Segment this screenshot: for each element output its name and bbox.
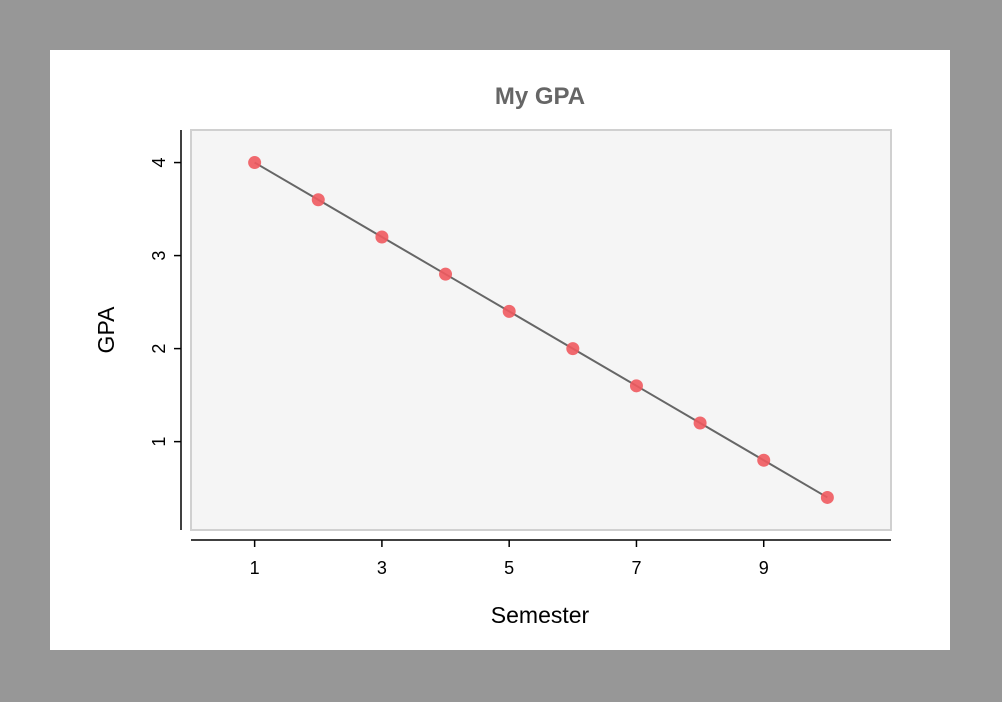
data-point <box>757 453 771 467</box>
data-point <box>820 490 834 504</box>
y-tick-label: 1 <box>149 437 169 447</box>
chart-card: My GPA 1 2 3 4 1 3 5 7 9 Semester GPA <box>50 50 950 650</box>
x-tick-label: 3 <box>377 558 387 578</box>
data-point <box>502 304 516 318</box>
data-point <box>248 156 262 170</box>
data-point <box>375 230 389 244</box>
gpa-chart: My GPA 1 2 3 4 1 3 5 7 9 Semester GPA <box>93 83 892 628</box>
y-tick-label: 4 <box>149 158 169 168</box>
marker-layer <box>248 156 834 504</box>
data-point <box>566 342 580 356</box>
data-point <box>693 416 707 430</box>
x-tick-label: 9 <box>759 558 769 578</box>
data-point <box>439 267 453 281</box>
y-tick-label: 3 <box>149 251 169 261</box>
y-axis-label: GPA <box>93 306 119 354</box>
data-point <box>629 379 643 393</box>
x-tick-label: 5 <box>504 558 514 578</box>
x-ticks: 1 3 5 7 9 <box>250 540 769 578</box>
x-tick-label: 7 <box>631 558 641 578</box>
chart-title: My GPA <box>495 83 585 110</box>
series-line <box>254 161 828 499</box>
data-point <box>311 193 325 207</box>
series-layer <box>254 161 828 499</box>
x-tick-label: 1 <box>250 558 260 578</box>
y-tick-label: 2 <box>149 344 169 354</box>
y-ticks: 1 2 3 4 <box>149 158 181 447</box>
x-axis-label: Semester <box>491 602 590 628</box>
